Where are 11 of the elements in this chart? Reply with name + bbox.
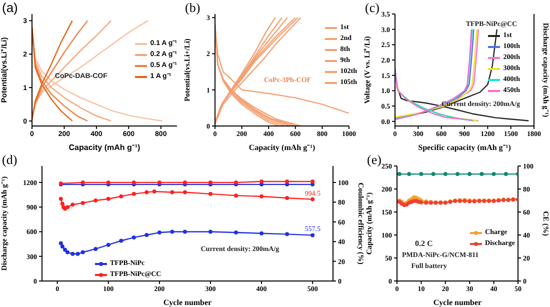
chart-title: (c): [365, 0, 380, 16]
x-axis-title: Specific capacity (mAh g⁻¹): [418, 143, 512, 152]
chart-title: (e): [367, 152, 382, 168]
chart-title: (b): [185, 0, 200, 16]
annotation: 0.2 C: [414, 238, 433, 248]
x-axis-title: Cycle number: [163, 298, 212, 307]
chart-title: (d): [2, 152, 18, 168]
x-axis-title: Capacity (mAh g⁻¹): [68, 143, 141, 152]
x-axis-title: Capacity (mAh g⁻¹): [248, 143, 316, 152]
x-axis-title: Cycle number: [433, 298, 482, 307]
chart-title: (a): [2, 0, 18, 15]
